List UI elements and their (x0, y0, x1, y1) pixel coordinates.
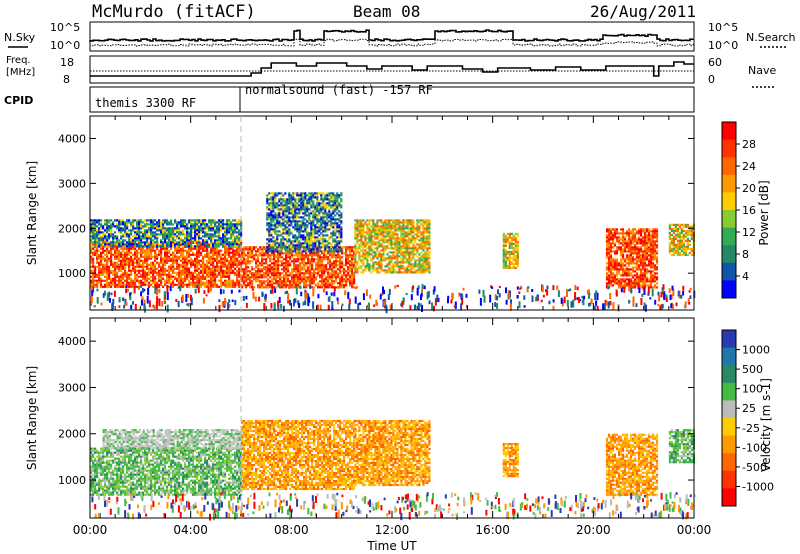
colorbar-segment (722, 347, 736, 366)
colorbar-tick-label: -100 (742, 441, 767, 454)
colorbar-segment (722, 174, 736, 193)
nsearch-trace (89, 38, 694, 47)
freq-label-line2: [MHz] (6, 67, 35, 78)
colorbar-segment (722, 280, 736, 299)
colorbar-segment (722, 262, 736, 281)
colorbar-segment (722, 157, 736, 176)
colorbar-tick-label: -25 (742, 422, 760, 435)
colorbar-tick-label: -1000 (742, 480, 774, 493)
time-axis-title: Time UT (366, 539, 417, 553)
power-colorbar: 28 24 20 16 12 8 4 (721, 121, 756, 299)
ytick-label: 1000 (58, 474, 86, 487)
nsearch-tick-bottom: 10^0 (708, 39, 738, 52)
nsearch-label: N.Search (746, 31, 796, 44)
colorbar-segment (722, 365, 736, 384)
station-title: McMurdo (fitACF) (92, 2, 256, 22)
colorbar-segment (722, 382, 736, 401)
power-colorbar-label: Power [dB] (757, 180, 771, 245)
freq-label-line1: Freq. (6, 55, 31, 66)
colorbar-segment (722, 435, 736, 454)
colorbar-tick-label: 16 (742, 204, 756, 217)
freq-tick-bottom: 8 (63, 73, 70, 86)
xtick-label: 08:00 (274, 523, 309, 537)
colorbar-segment (722, 245, 736, 264)
freq-tick-top: 18 (60, 56, 74, 69)
colorbar-segment (722, 488, 736, 507)
nave-tick-top: 60 (708, 56, 722, 69)
velocity-xaxis (89, 318, 695, 518)
date-title: 26/Aug/2011 (590, 2, 696, 21)
xtick-label: 12:00 (375, 523, 410, 537)
velocity-ylabel: Slant Range [km] (25, 366, 39, 470)
nsky-label: N.Sky (4, 31, 36, 44)
colorbar-segment (722, 400, 736, 419)
cpid-first: themis 3300 RF (95, 96, 196, 110)
ytick-label: 4000 (58, 132, 86, 145)
cpid-second: normalsound (fast) -157 RF (245, 83, 433, 97)
ytick-label: 2000 (58, 428, 86, 441)
xtick-label: 00:00 (677, 523, 712, 537)
cpid-panel (89, 86, 695, 113)
colorbar-tick-label: 1000 (742, 344, 770, 357)
xtick-label: 04:00 (173, 523, 208, 537)
colorbar-segment (722, 330, 736, 349)
nsky-tick-bottom: 10^0 (50, 39, 80, 52)
colorbar-segment (722, 139, 736, 158)
power-yaxis: 4000 3000 2000 1000 (58, 132, 694, 280)
power-panel: 4000 3000 2000 1000 (58, 115, 696, 314)
colorbar-tick-label: 28 (742, 138, 756, 151)
velocity-data (90, 419, 696, 521)
colorbar-frame (721, 329, 737, 507)
freq-panel (89, 55, 695, 84)
freq-line (90, 61, 694, 77)
colorbar-segment (722, 122, 736, 141)
ytick-label: 4000 (58, 335, 86, 348)
velocity-colorbar: 1000 500 100 25 -25 -100 -500 -1000 (721, 329, 774, 507)
trace-line (89, 38, 694, 47)
colorbar-tick-label: 4 (742, 270, 749, 283)
velocity-colorbar-label: Velocity [m s-1] (759, 378, 773, 472)
velocity-panel: 4000 3000 2000 1000 (58, 317, 696, 521)
ytick-label: 3000 (58, 177, 86, 190)
colorbar-segment (722, 470, 736, 489)
colorbar-tick-label: 12 (742, 226, 756, 239)
ytick-label: 2000 (58, 222, 86, 235)
nsky-panel (89, 21, 695, 52)
colorbar-tick-label: 500 (742, 363, 763, 376)
beam-title: Beam 08 (353, 2, 420, 21)
ytick-label: 1000 (58, 267, 86, 280)
nave-label: Nave (748, 64, 776, 77)
colorbar-segment (722, 227, 736, 246)
nave-tick-bottom: 0 (708, 73, 715, 86)
xtick-label: 00:00 (73, 523, 108, 537)
trace-line (89, 29, 694, 42)
colorbar-tick-label: 25 (742, 402, 756, 415)
cpid-label: CPID (4, 94, 33, 107)
power-data (90, 192, 696, 314)
colorbar-tick-label: 24 (742, 160, 756, 173)
xtick-label: 16:00 (475, 523, 510, 537)
xtick-label: 20:00 (576, 523, 611, 537)
colorbar-segment (722, 418, 736, 437)
ytick-label: 3000 (58, 381, 86, 394)
colorbar-tick-label: 8 (742, 248, 749, 261)
velocity-yaxis: 4000 3000 2000 1000 (58, 335, 694, 487)
colorbar-segment (722, 192, 736, 211)
power-xaxis (89, 116, 695, 310)
power-ylabel: Slant Range [km] (25, 161, 39, 265)
colorbar-segment (722, 210, 736, 229)
freq-trace (90, 61, 694, 77)
nsky-trace (89, 29, 694, 42)
nsearch-tick-top: 10^5 (708, 21, 738, 34)
nsky-tick-top: 10^5 (50, 21, 80, 34)
colorbar-segment (722, 453, 736, 472)
colorbar-tick-label: 100 (742, 383, 763, 396)
colorbar-tick-label: 20 (742, 182, 756, 195)
time-axis-labels: 00:00 04:00 08:00 12:00 16:00 20:00 00:00 (73, 523, 712, 537)
colorbar-tick-label: -500 (742, 461, 767, 474)
